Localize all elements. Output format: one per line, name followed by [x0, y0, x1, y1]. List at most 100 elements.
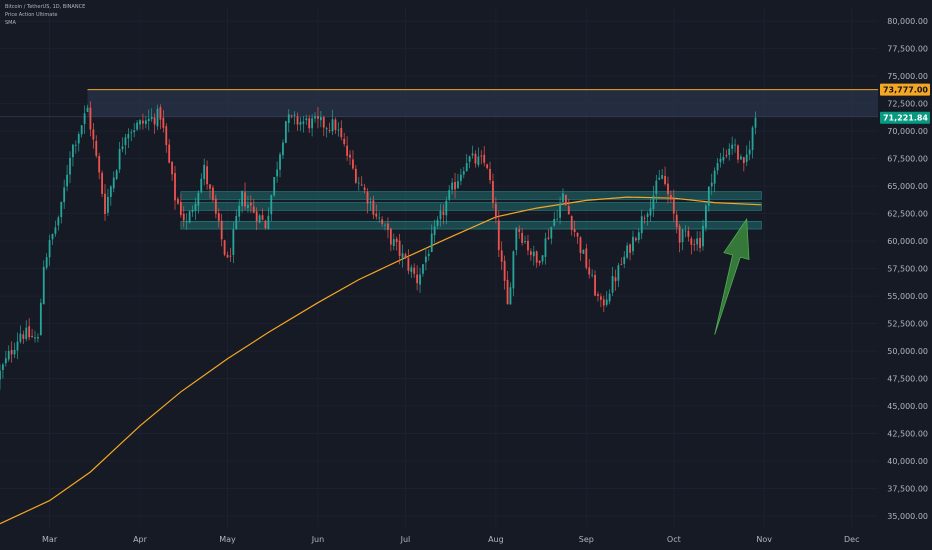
candle-body	[690, 238, 693, 245]
candle-body	[60, 201, 63, 218]
y-tick-label: 60,000.00	[887, 237, 928, 246]
candle-body	[734, 144, 736, 146]
candle-body	[477, 156, 480, 165]
candle-body	[489, 168, 491, 181]
candle-body	[130, 132, 133, 134]
candle-body	[270, 195, 273, 215]
y-tick-label: 67,500.00	[887, 155, 928, 164]
candle-body	[191, 210, 194, 212]
candle-body	[556, 218, 559, 220]
candle-body	[112, 177, 115, 189]
candle-body	[57, 217, 60, 226]
legend-indicator-price-action[interactable]: Price Action Ultimate	[5, 12, 58, 18]
candle-body	[346, 145, 349, 156]
candle-body	[118, 148, 121, 170]
candle-body	[713, 170, 716, 184]
candle-body	[594, 274, 596, 296]
candle-body	[445, 200, 448, 216]
candle-body	[144, 120, 147, 125]
candle-body	[524, 241, 526, 243]
candle-body	[229, 255, 232, 257]
candle-body	[337, 129, 340, 131]
candle-body	[366, 191, 369, 204]
candle-body	[296, 116, 299, 125]
candle-body	[401, 253, 404, 258]
candle-body	[637, 232, 640, 241]
candle-body	[45, 257, 48, 268]
candle-body	[640, 216, 643, 234]
x-tick-label: Mar	[42, 535, 58, 544]
candle-body	[389, 228, 392, 245]
candle-body	[63, 187, 66, 203]
candle-body	[31, 335, 33, 337]
x-tick-label: May	[219, 535, 236, 544]
candle-body	[72, 144, 74, 158]
candle-body	[101, 172, 103, 194]
candle-body	[678, 225, 681, 243]
candle-body	[509, 287, 512, 305]
candle-body	[384, 224, 386, 226]
candle-body	[465, 163, 468, 172]
candle-body	[206, 166, 209, 185]
candle-body	[483, 154, 486, 163]
candle-body	[302, 121, 305, 124]
y-tick-label: 70,000.00	[887, 127, 928, 136]
candle-body	[433, 226, 436, 236]
candle-body	[142, 120, 144, 124]
candle-body	[605, 299, 608, 305]
y-axis[interactable]: 35,000.00 37,500.00 40,000.00 42,500.00 45,0…	[887, 17, 928, 521]
candle-body	[264, 220, 267, 229]
candle-body	[395, 238, 398, 243]
x-tick-label: Sep	[579, 535, 594, 544]
candle-body	[226, 254, 229, 258]
price-label: 71,221.84	[883, 114, 928, 123]
candle-body	[410, 267, 413, 272]
chart-legend: Bitcoin / TetherUS, 1D, BINANCE Price Ac…	[5, 3, 85, 27]
candle-body	[276, 169, 279, 177]
candle-body	[375, 213, 378, 217]
candle-body	[547, 237, 550, 239]
x-tick-label: Oct	[667, 535, 681, 544]
legend-symbol[interactable]: Bitcoin / TetherUS, 1D, BINANCE	[5, 4, 86, 10]
candle-body	[255, 211, 258, 222]
candle-body	[89, 107, 92, 130]
candle-body	[658, 177, 661, 180]
candle-body	[10, 349, 13, 355]
candle-body	[299, 121, 302, 125]
x-tick-label: Nov	[756, 535, 772, 544]
candle-body	[518, 229, 521, 232]
candle-body	[500, 250, 503, 262]
y-tick-label: 65,000.00	[887, 182, 928, 191]
candle-body	[611, 275, 614, 293]
candle-body	[69, 157, 71, 175]
candle-body	[104, 193, 106, 214]
candle-body	[492, 180, 494, 203]
candle-body	[357, 182, 360, 184]
zones	[0, 89, 879, 230]
candle-body	[252, 206, 255, 213]
candle-body	[261, 215, 264, 220]
x-axis[interactable]: Mar Apr May Jun Jul Aug Sep Oct Nov Dec	[42, 535, 859, 544]
candle-body	[728, 148, 731, 155]
candle-body	[284, 121, 287, 143]
candles	[0, 101, 757, 390]
candle-body	[704, 205, 707, 228]
candle-body	[168, 144, 171, 163]
candle-body	[404, 254, 407, 258]
candle-body	[494, 203, 497, 219]
candle-body	[646, 213, 649, 218]
candle-body	[436, 219, 439, 226]
legend-indicator-sma[interactable]: SMA	[5, 20, 16, 26]
x-tick-label: Jun	[311, 535, 325, 544]
candle-body	[392, 239, 395, 246]
y-tick-label: 47,500.00	[887, 375, 928, 384]
candle-body	[486, 164, 489, 169]
candle-body	[681, 229, 684, 243]
candle-body	[182, 213, 185, 221]
candle-body	[0, 370, 1, 380]
candle-body	[579, 237, 582, 253]
candle-body	[238, 205, 241, 217]
candle-body	[599, 296, 602, 300]
